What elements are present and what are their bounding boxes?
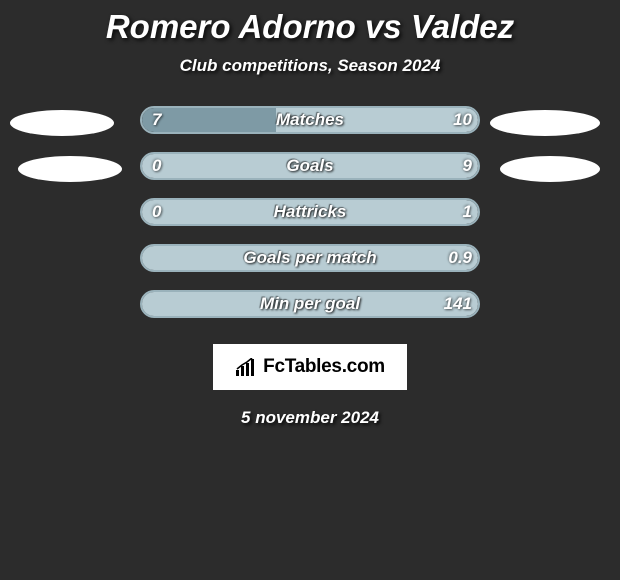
stat-row: 0.9Goals per match (0, 242, 620, 288)
logo-bars-icon (235, 358, 257, 376)
page-title: Romero Adorno vs Valdez (0, 8, 620, 46)
source-logo: FcTables.com (213, 344, 407, 390)
logo-inner: FcTables.com (235, 356, 385, 378)
player-left-ellipse (10, 110, 114, 136)
subtitle: Club competitions, Season 2024 (0, 56, 620, 76)
stat-label: Matches (140, 106, 480, 134)
stat-row: 141Min per goal (0, 288, 620, 334)
stat-row: 01Hattricks (0, 196, 620, 242)
stat-row: 09Goals (0, 150, 620, 196)
player-right-ellipse (500, 156, 600, 182)
logo-text: FcTables.com (263, 356, 385, 378)
stats-block: 710Matches09Goals01Hattricks0.9Goals per… (0, 104, 620, 334)
infographic-container: Romero Adorno vs Valdez Club competition… (0, 0, 620, 428)
player-right-ellipse (490, 110, 600, 136)
stat-row: 710Matches (0, 104, 620, 150)
stat-label: Min per goal (140, 290, 480, 318)
player-left-ellipse (18, 156, 122, 182)
stat-label: Hattricks (140, 198, 480, 226)
date-line: 5 november 2024 (0, 408, 620, 428)
stat-label: Goals (140, 152, 480, 180)
stat-label: Goals per match (140, 244, 480, 272)
